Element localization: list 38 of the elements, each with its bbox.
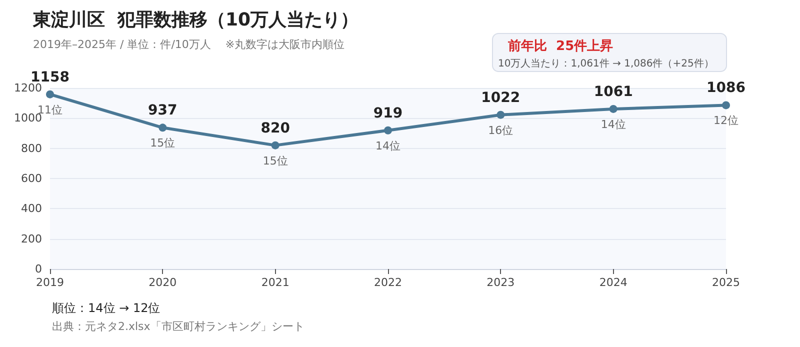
data-label: 820 — [260, 120, 290, 136]
point — [722, 101, 730, 110]
data-label: 1086 — [706, 80, 746, 96]
text: 10万人当たり：1,061件 → 1,086件（+25件） — [498, 58, 714, 70]
x-tick-label: 2024 — [599, 276, 628, 289]
y-tick-label: 800 — [21, 142, 42, 155]
annotation: 16位 — [488, 124, 514, 137]
point — [496, 110, 505, 119]
data-label: 919 — [373, 105, 403, 122]
point — [158, 124, 167, 132]
x-tick-label: 2019 — [36, 276, 64, 289]
y-tick-label: 200 — [21, 232, 42, 246]
y-tick-label: 0 — [35, 262, 42, 276]
x-tick-label: 2020 — [148, 276, 177, 289]
annotation: 15位 — [150, 136, 176, 150]
y-tick-label: 600 — [21, 172, 42, 185]
source-note: 出典：元ネタ2.xlsx「市区町村ランキング」シート — [52, 320, 304, 333]
chart-subtitle: 2019年–2025年 / 単位：件/10万人 ※丸数字は大阪市内順位 — [33, 38, 345, 51]
data-label: 1022 — [481, 90, 520, 106]
x-tick-label: 2021 — [261, 276, 290, 289]
point — [271, 141, 280, 150]
y-tick-label: 1200 — [14, 82, 42, 94]
annotation: 12位 — [714, 114, 738, 128]
data-label: 1061 — [594, 84, 633, 100]
point — [609, 104, 618, 113]
x-tick-label: 2025 — [712, 276, 740, 289]
x-tick-label: 2022 — [374, 276, 402, 289]
point — [384, 126, 392, 134]
annotation: 14位 — [376, 139, 400, 152]
annotation: 15位 — [262, 154, 288, 168]
annotation: 14位 — [600, 118, 626, 131]
point — [46, 90, 54, 98]
x-tick-label: 2023 — [486, 276, 515, 289]
text: 順位：14位 → 12位 — [52, 301, 160, 315]
data-label: 937 — [148, 102, 178, 119]
text: 前年比 25件上昇 — [507, 39, 614, 54]
chart-title: 東淀川区 犯罪数推移（10万人当たり） — [32, 10, 359, 30]
y-tick-label: 400 — [21, 202, 42, 216]
